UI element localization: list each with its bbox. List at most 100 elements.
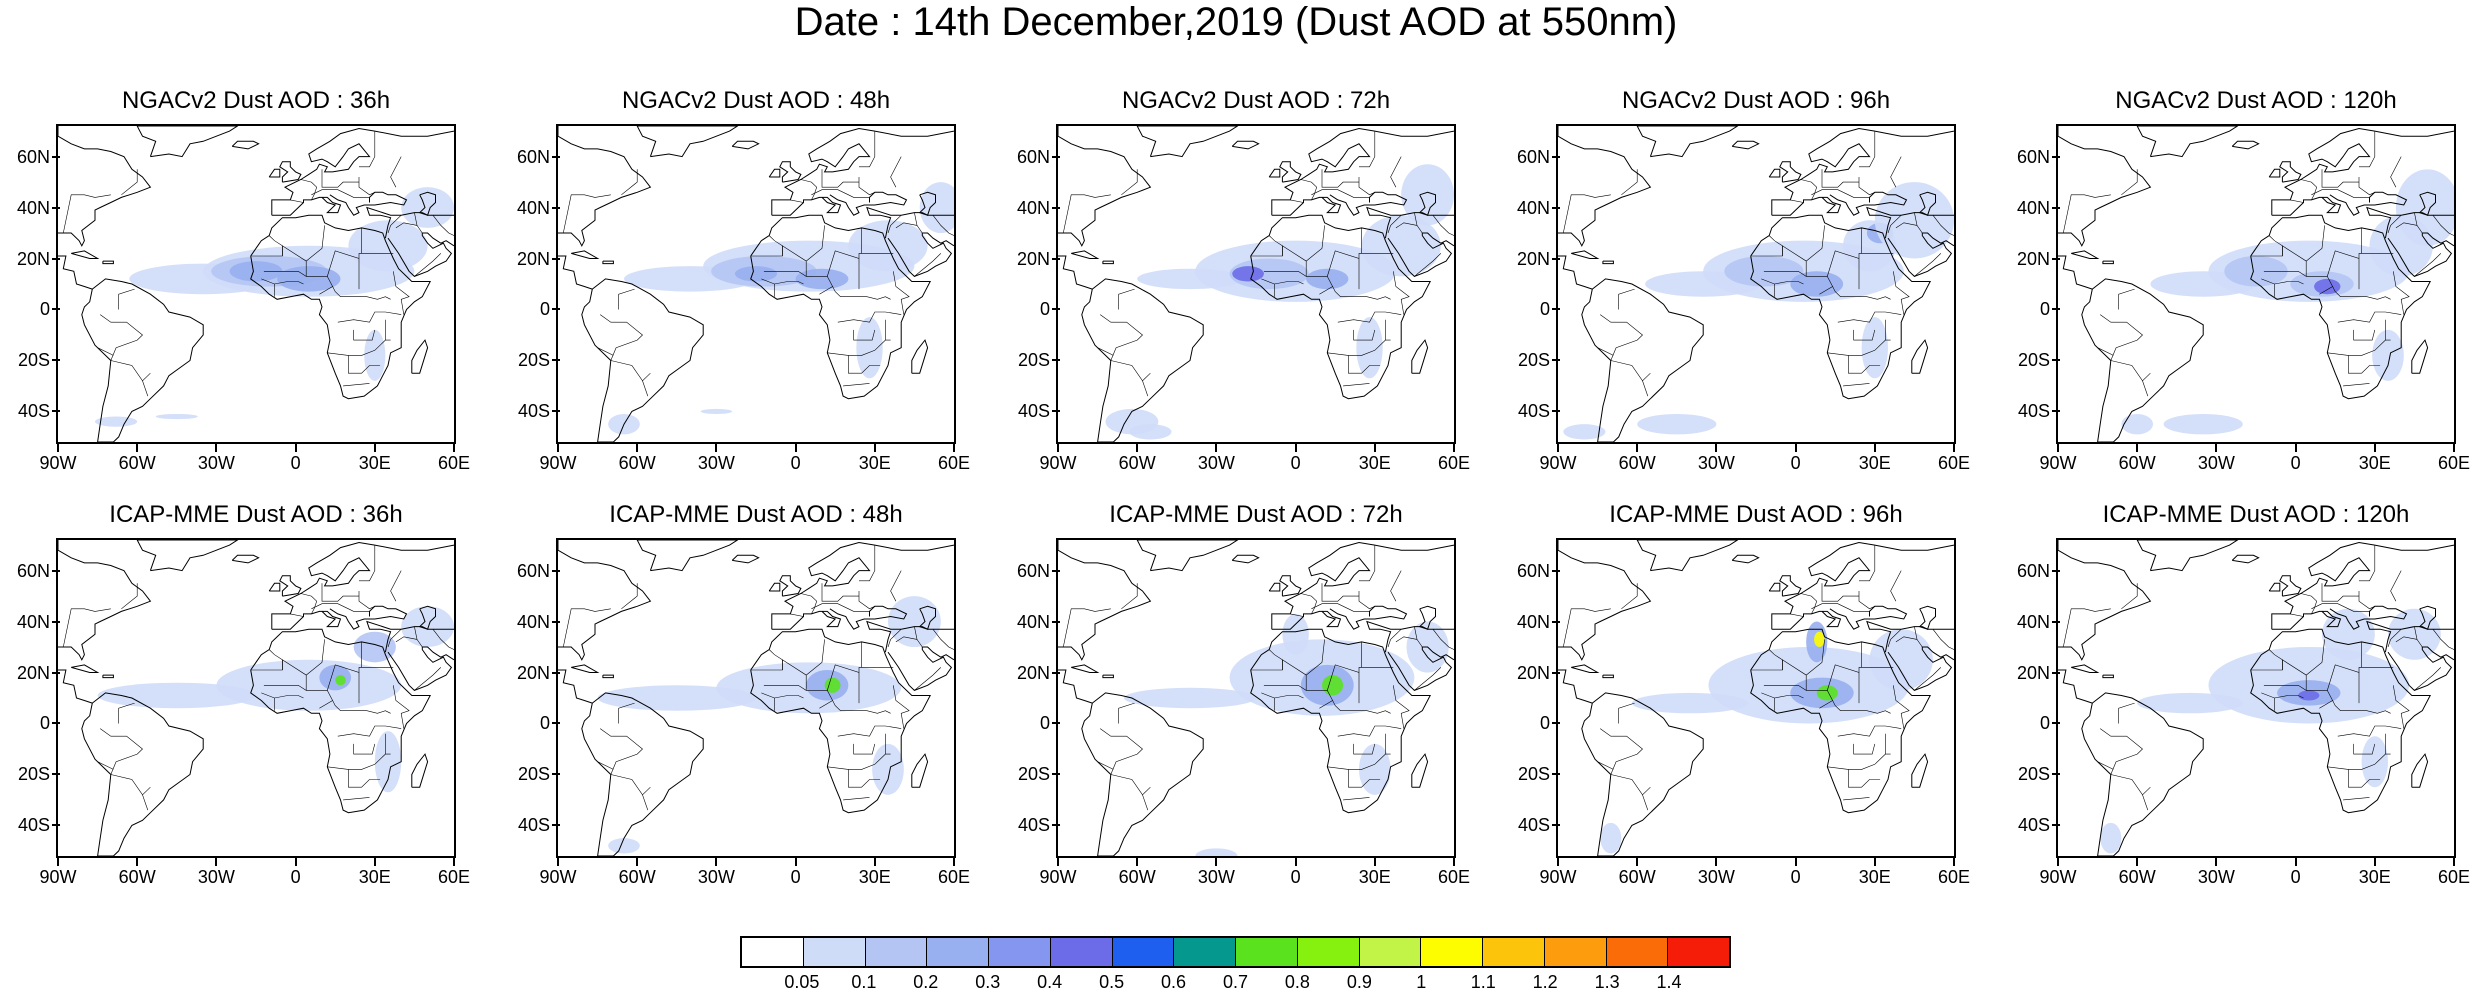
lat-tick: [52, 410, 60, 413]
lon-tick: [715, 444, 718, 452]
dust-field: [1322, 675, 1344, 696]
dust-field: [1401, 164, 1454, 226]
coastline: [829, 191, 908, 216]
country-border: [914, 667, 942, 691]
country-border: [1321, 169, 1359, 188]
lat-tick-label: 0: [2039, 299, 2050, 320]
coastline: [602, 260, 614, 265]
coastline: [779, 575, 802, 597]
coastline: [1268, 168, 1281, 178]
dust-field: [155, 413, 198, 420]
country-border: [858, 253, 894, 259]
country-border: [142, 794, 149, 811]
dust-map: [2058, 540, 2454, 856]
colorbar-label: 0.1: [851, 972, 877, 992]
coastline: [2411, 753, 2429, 788]
country-border: [1610, 360, 1651, 382]
country-border: [1885, 733, 1891, 755]
country-border: [1642, 380, 1649, 397]
country-border: [2300, 179, 2318, 201]
lon-tick-label: 60W: [118, 453, 156, 473]
coastline: [2058, 540, 2152, 661]
country-border: [2311, 603, 2370, 612]
country-border: [337, 311, 402, 323]
lat-tick: [1052, 569, 1060, 572]
country-border: [1811, 603, 1870, 612]
country-border: [848, 355, 881, 374]
country-border: [414, 626, 423, 648]
lon-tick: [57, 444, 59, 452]
country-border: [837, 311, 902, 323]
country-border: [1790, 199, 1804, 203]
country-border: [290, 199, 304, 203]
dust-field: [1563, 424, 1606, 440]
map-frame: [56, 538, 456, 858]
dust-map: [2058, 126, 2454, 442]
coastline: [1231, 554, 1260, 564]
dust-field: [919, 182, 954, 234]
country-border: [597, 761, 614, 770]
lon-tick-label: 60E: [2437, 453, 2471, 473]
country-border: [2311, 189, 2370, 198]
lat-tick: [1552, 308, 1560, 311]
country-border: [610, 774, 651, 796]
lon-tick-label: 0: [1290, 453, 1301, 473]
country-border: [1319, 286, 1333, 295]
lat-tick: [552, 308, 560, 311]
country-border: [300, 593, 318, 615]
coastline: [1911, 339, 1929, 374]
country-border: [819, 286, 833, 295]
country-border: [327, 753, 386, 770]
coastline: [1918, 191, 1936, 216]
lon-tick: [1215, 858, 1218, 866]
country-border: [858, 667, 894, 673]
dust-map: [58, 126, 454, 442]
coastline: [1750, 628, 1932, 814]
country-border: [1390, 570, 1402, 602]
colorbar-label: 0.05: [784, 972, 820, 992]
lon-tick-label: 90W: [1039, 453, 1077, 473]
country-border: [2387, 214, 2402, 234]
dust-field: [1861, 317, 1888, 379]
country-border: [827, 339, 886, 356]
coastline: [1271, 610, 1342, 630]
lat-tick-label: 20N: [1016, 662, 1050, 683]
dust-field: [700, 408, 733, 414]
coastline: [779, 161, 802, 183]
coastline: [1829, 191, 1908, 216]
country-border: [2353, 743, 2376, 755]
lat-tick-label: 60N: [516, 146, 550, 167]
lon-tick-label: 0: [2290, 867, 2301, 887]
coastline: [771, 541, 954, 630]
lat-tick-label: 40N: [1516, 197, 1550, 218]
dust-field: [888, 596, 941, 648]
country-border: [63, 194, 111, 234]
country-border: [1893, 685, 1910, 729]
lat-tick-label: 40S: [517, 401, 550, 422]
coastline: [1771, 610, 1842, 630]
lon-tick-label: 30E: [358, 453, 391, 473]
lon-tick: [373, 444, 376, 452]
colorbar-label: 0.4: [1037, 972, 1063, 992]
lat-tick: [552, 359, 560, 362]
country-border: [885, 733, 891, 755]
coastline: [1771, 196, 1842, 216]
coastline: [731, 140, 760, 150]
country-border: [1790, 613, 1804, 617]
country-border: [618, 288, 635, 310]
coastline: [1136, 126, 1239, 158]
lon-tick-label: 60W: [618, 867, 656, 887]
lat-tick: [552, 620, 560, 623]
country-border: [1858, 591, 1875, 610]
coastline: [1250, 628, 1432, 814]
lat-tick-label: 40S: [17, 815, 50, 836]
coastline: [2058, 669, 2093, 704]
lat-tick-label: 20S: [517, 764, 550, 785]
coastline: [602, 674, 614, 679]
country-border: [1859, 131, 1876, 168]
lon-tick-label: 90W: [2039, 453, 2077, 473]
country-border: [790, 199, 804, 203]
coastline: [1602, 674, 1614, 679]
lon-tick: [873, 444, 876, 452]
country-border: [2118, 288, 2135, 310]
